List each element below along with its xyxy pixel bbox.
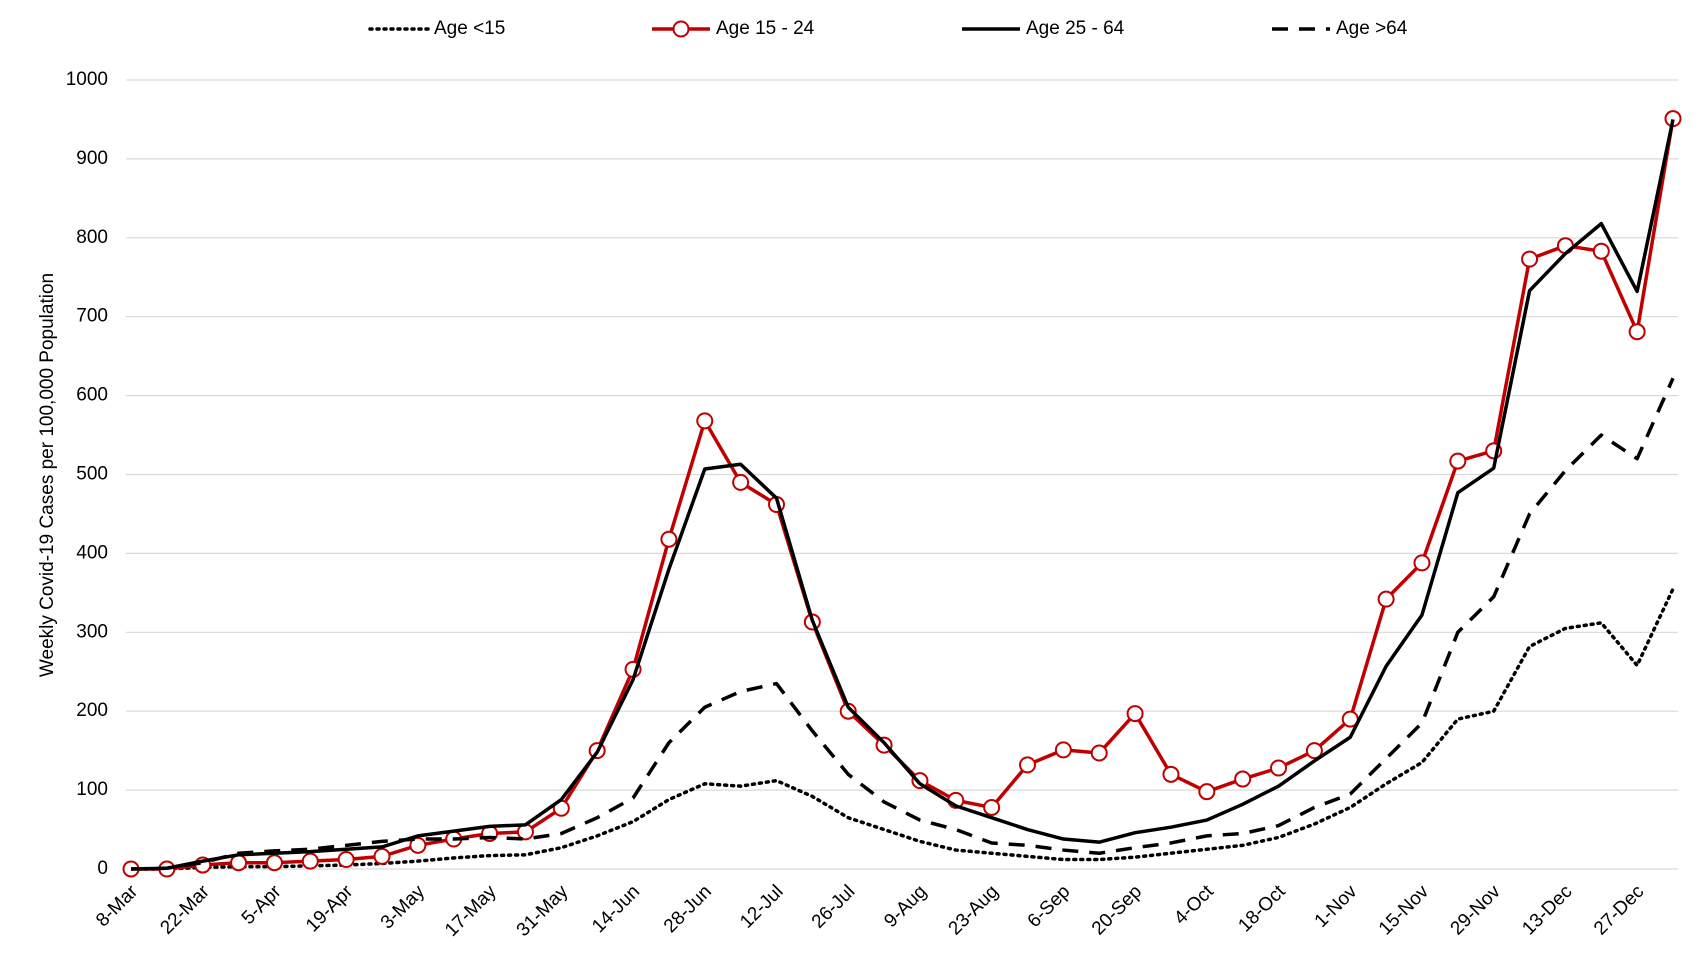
legend-label: Age 25 - 64 [1026,18,1125,39]
x-tick-label: 29-Nov [1447,881,1506,940]
legend-label: Age >64 [1336,18,1408,39]
marker [373,847,391,865]
legend-label: Age 15 - 24 [716,18,815,39]
marker [1162,765,1180,783]
x-tick-label: 12-Jul [736,881,787,932]
x-tick-label: 28-Jun [660,881,716,937]
marker [1270,759,1288,777]
x-tick-label: 3-May [377,881,430,934]
x-tick-label: 6-Sep [1024,881,1075,932]
x-tick-label: 13-Dec [1518,881,1576,939]
x-tick-label: 27-Dec [1590,881,1648,939]
marker [1090,744,1108,762]
marker [1054,741,1072,759]
x-tick-label: 17-May [441,881,501,941]
marker [1019,756,1037,774]
x-tick-label: 20-Sep [1088,881,1146,939]
y-tick-label: 800 [76,227,108,248]
series-line [130,377,1675,871]
y-tick-label: 1000 [66,69,108,90]
marker [1628,323,1646,341]
marker [1521,250,1539,268]
marker [732,473,750,491]
marker [696,412,714,430]
series-line [131,118,1675,871]
marker [1449,452,1467,470]
x-tick-label: 1-Nov [1311,881,1362,932]
legend-label: Age <15 [434,18,505,39]
x-tick-label: 26-Jul [808,881,859,932]
y-tick-label: 100 [76,779,108,800]
y-axis-label: Weekly Covid-19 Cases per 100,000 Popula… [37,273,58,677]
marker [265,854,283,872]
x-tick-label: 5-Apr [238,881,286,929]
marker [1234,770,1252,788]
x-tick-label: 18-Oct [1234,881,1290,937]
marker [1305,742,1323,760]
marker [1413,554,1431,572]
marker [660,530,678,548]
x-tick-label: 22-Mar [156,881,214,939]
x-tick-label: 15-Nov [1375,881,1434,940]
x-tick-label: 19-Apr [302,881,358,937]
y-tick-label: 500 [76,464,108,485]
marker [983,798,1001,816]
x-tick-label: 14-Jun [588,881,644,937]
y-tick-label: 400 [76,542,108,563]
marker [337,851,355,869]
marker [1592,242,1610,260]
y-tick-label: 200 [76,700,108,721]
y-tick-label: 0 [97,858,108,879]
y-tick-label: 700 [76,306,108,327]
series-line [129,587,1675,871]
x-tick-label: 9-Aug [880,881,931,932]
marker [409,836,427,854]
series-line [130,119,1675,871]
marker [1126,705,1144,723]
y-tick-label: 600 [76,385,108,406]
y-tick-label: 900 [76,148,108,169]
x-tick-label: 31-May [513,881,573,941]
legend-marker [672,20,690,38]
y-tick-label: 300 [76,621,108,642]
marker [1377,590,1395,608]
x-tick-label: 4-Oct [1170,881,1218,929]
marker [301,852,319,870]
x-tick-label: 8-Mar [92,881,142,931]
x-tick-label: 23-Aug [945,881,1003,939]
marker [1198,783,1216,801]
